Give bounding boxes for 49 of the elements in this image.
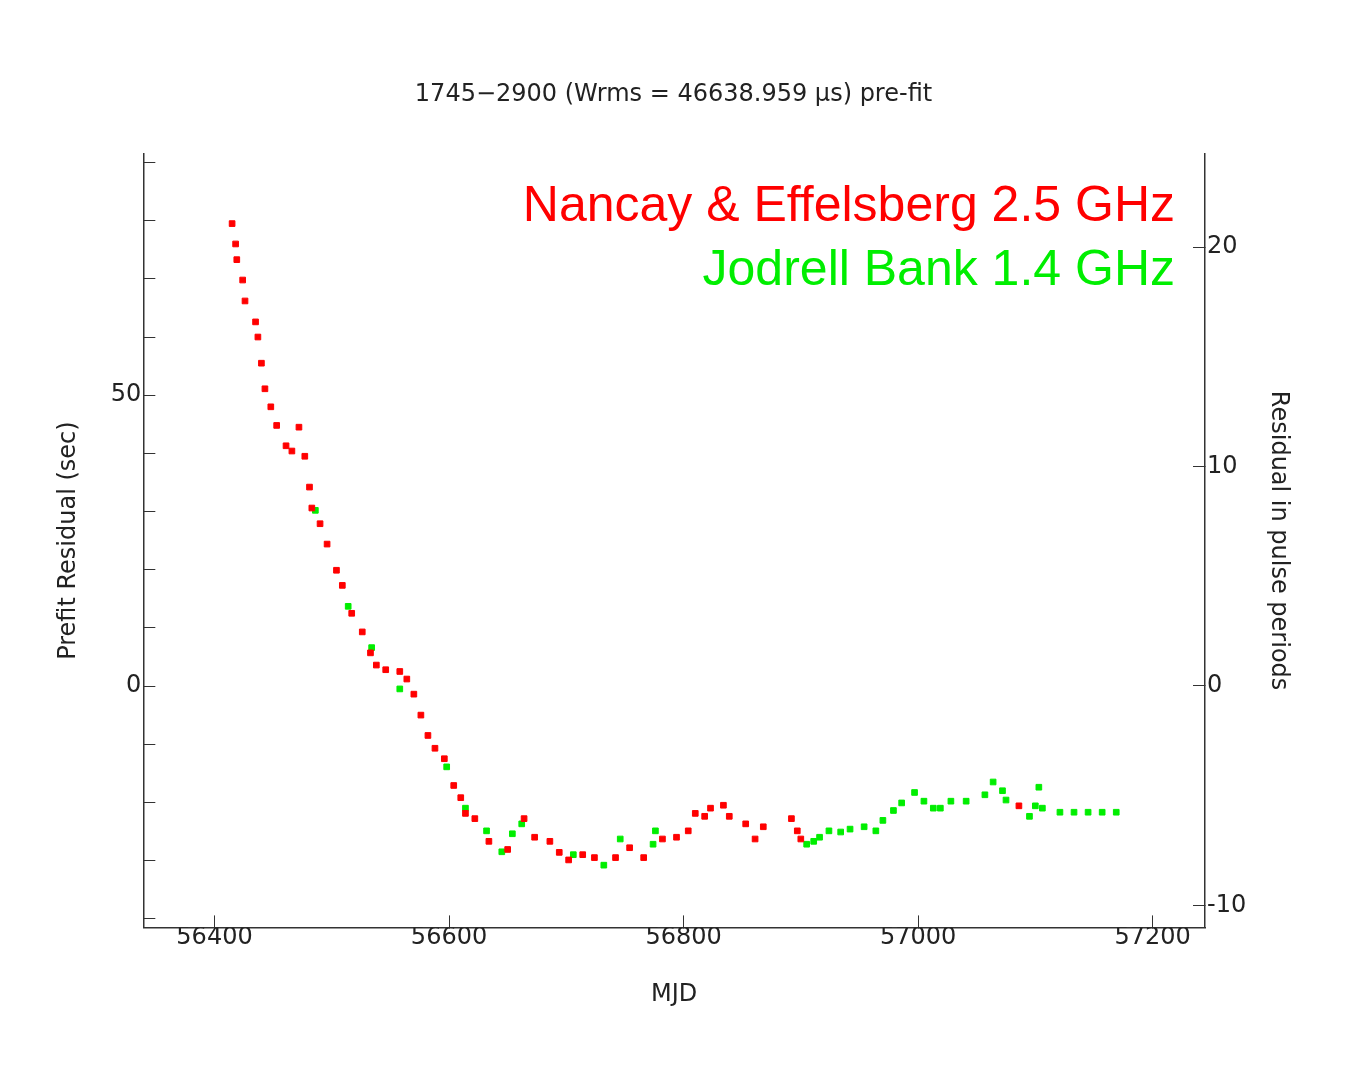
point — [443, 763, 451, 771]
point — [825, 827, 833, 835]
point — [816, 833, 823, 841]
point — [1084, 808, 1092, 816]
point — [999, 787, 1006, 795]
point — [803, 840, 810, 848]
point — [937, 804, 944, 812]
point — [920, 797, 928, 805]
point — [890, 807, 897, 814]
y-tick-label: 50 — [110, 379, 142, 408]
point — [962, 797, 970, 805]
point — [600, 861, 608, 869]
point — [509, 830, 516, 838]
y2-tick-label: 10 — [1207, 450, 1238, 479]
point — [846, 825, 854, 833]
point — [1039, 804, 1046, 812]
y-axis-title: Prefit Residual (sec) — [52, 421, 81, 660]
point — [989, 778, 997, 786]
point — [947, 797, 955, 805]
point — [649, 840, 657, 848]
point — [652, 827, 659, 835]
point — [1070, 808, 1078, 816]
point — [860, 823, 868, 831]
point — [810, 837, 818, 845]
point — [911, 789, 918, 796]
y2-tick-label: -10 — [1207, 889, 1247, 918]
point — [929, 804, 937, 812]
text: Jodrell Bank 1.4 GHz — [702, 239, 1175, 296]
point — [396, 685, 404, 693]
point — [981, 791, 989, 799]
point — [1098, 808, 1106, 816]
point — [898, 799, 905, 807]
point — [483, 827, 490, 835]
y2-tick-label: 20 — [1207, 231, 1238, 260]
point — [1056, 808, 1064, 816]
point — [1032, 802, 1039, 810]
y2-axis-title: Residual in pulse periods — [1266, 390, 1295, 691]
point — [872, 827, 880, 835]
text: Nancay & Effelsberg 2.5 GHz — [522, 175, 1175, 232]
point — [616, 835, 624, 843]
point — [1112, 808, 1120, 816]
point — [344, 603, 352, 610]
x-axis-title: MJD — [651, 978, 698, 1007]
point — [879, 817, 887, 824]
point — [1026, 812, 1033, 820]
y2-tick-label: 0 — [1207, 670, 1223, 699]
point — [1035, 783, 1043, 791]
point — [837, 828, 845, 836]
chart-title: 1745−2900 (Wrms = 46638.959 μs) pre-fit — [414, 78, 933, 107]
